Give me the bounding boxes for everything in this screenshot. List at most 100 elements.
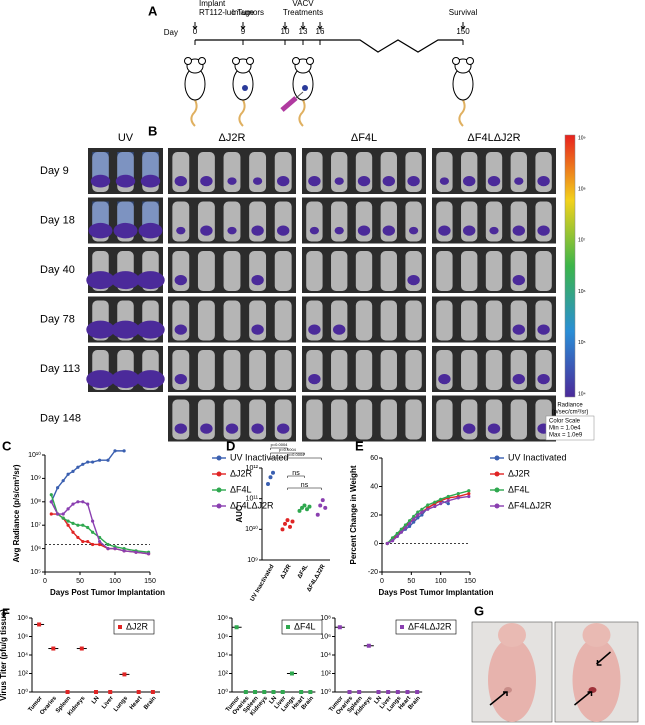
label: 10¹⁰ (245, 525, 258, 533)
signal (309, 226, 319, 235)
label: 0 (380, 578, 384, 585)
mouse-image (331, 201, 348, 242)
signal (277, 225, 290, 236)
label: Min = 1.0e4 (549, 426, 581, 432)
legend-marker (494, 503, 500, 509)
point (271, 690, 276, 694)
label: Max = 1.0e9 (549, 433, 583, 439)
point (357, 690, 362, 694)
point (299, 690, 304, 694)
point (56, 486, 60, 490)
label: ns (301, 482, 309, 489)
label: 10¹¹ (246, 496, 259, 503)
point (253, 690, 258, 694)
point (71, 521, 75, 525)
signal (174, 275, 187, 286)
label: 10⁷ (31, 522, 42, 529)
point (412, 514, 416, 519)
label: F (2, 605, 10, 620)
mouse-image (274, 350, 292, 390)
tail (238, 99, 246, 127)
signal (409, 226, 419, 235)
legend-marker (400, 625, 404, 629)
point (439, 502, 443, 506)
signal (251, 225, 264, 236)
label: ΔF4LΔJ2R (408, 621, 452, 631)
mouse-image (405, 201, 422, 242)
label: Day 148 (40, 412, 81, 424)
point (122, 672, 127, 677)
point (86, 460, 90, 464)
arrow (460, 22, 466, 30)
signal (334, 177, 344, 185)
point (91, 542, 95, 547)
label: 10¹² (246, 465, 259, 472)
signal (251, 275, 264, 286)
mouse-image (331, 350, 348, 390)
label: ΔF4L (351, 132, 377, 144)
signal (227, 177, 237, 185)
signal (357, 176, 371, 187)
signal (537, 324, 550, 335)
point (98, 458, 102, 462)
point (91, 530, 95, 534)
signal (489, 226, 499, 235)
label: 10⁰ (17, 688, 28, 696)
point (243, 690, 248, 694)
label: Implant (199, 0, 226, 8)
legend-marker (494, 487, 500, 493)
point (106, 542, 110, 547)
label: ΔJ2R (230, 468, 253, 478)
signal (357, 225, 371, 236)
label: RT112-luc Tumors (199, 8, 264, 17)
signal (111, 370, 140, 389)
mouse-image (436, 251, 453, 291)
arrow (240, 22, 246, 30)
mouse-image (380, 350, 397, 390)
label: UV Inactivated (250, 564, 276, 603)
signal (136, 320, 165, 339)
label: Radiance (557, 403, 583, 409)
signal (537, 225, 550, 236)
mouse-image (274, 300, 292, 341)
label: Day 9 (40, 165, 69, 177)
label: 10⁰ (217, 688, 228, 696)
label: 0 (193, 27, 198, 36)
signal (253, 177, 263, 185)
arrow (317, 22, 323, 30)
mouse-image (223, 350, 241, 390)
point (76, 465, 80, 469)
mouse-image (223, 300, 241, 341)
signal-noise (142, 152, 159, 182)
signal (90, 174, 111, 188)
point (66, 507, 70, 511)
legend-marker (118, 625, 122, 629)
mouse-image (331, 152, 348, 192)
legend-marker (286, 625, 290, 629)
point (390, 539, 395, 543)
point (49, 493, 53, 497)
point (318, 503, 323, 508)
point (71, 530, 75, 534)
point (266, 482, 270, 487)
point (86, 502, 90, 506)
point (98, 542, 102, 547)
label: 50 (407, 578, 415, 585)
label: 10⁹ (247, 557, 258, 564)
point (395, 690, 400, 694)
bracket (287, 487, 322, 490)
mouse-image (355, 399, 373, 440)
legend-marker (494, 471, 500, 477)
ear (246, 57, 254, 65)
label: UV Inactivated (508, 452, 567, 462)
point (403, 526, 408, 530)
point (405, 690, 410, 694)
point (37, 622, 42, 627)
label: 10⁰ (320, 688, 331, 696)
signal (512, 225, 525, 236)
label: 10² (218, 670, 229, 677)
mouse-image (436, 300, 453, 341)
signal (174, 324, 187, 335)
label: 150 (144, 578, 156, 585)
